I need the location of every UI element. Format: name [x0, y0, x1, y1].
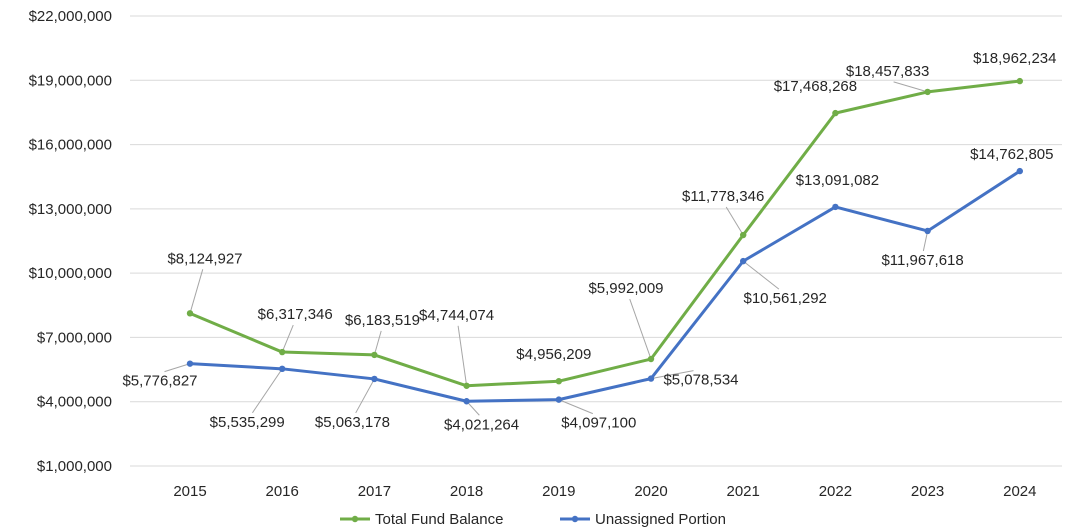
x-tick-label: 2021: [727, 483, 760, 500]
y-tick-label: $13,000,000: [29, 201, 112, 218]
data-label: $6,317,346: [258, 306, 333, 323]
x-tick-label: 2024: [1003, 483, 1036, 500]
data-point: [186, 310, 194, 317]
y-tick-label: $10,000,000: [29, 265, 112, 282]
y-axis-ticks: $1,000,000 $4,000,000 $7,000,000 $10,000,00…: [29, 8, 112, 475]
data-point: [924, 227, 931, 235]
label-leader-line: [281, 324, 294, 353]
data-label: $4,744,074: [419, 307, 494, 324]
data-point: [555, 378, 562, 385]
series-line: [189, 79, 1020, 388]
label-leader-line: [252, 368, 283, 414]
data-point: [371, 351, 378, 359]
data-label: $18,457,833: [846, 63, 929, 80]
y-tick-label: $4,000,000: [37, 394, 112, 411]
data-label: $14,762,805: [970, 146, 1053, 163]
data-point: [279, 348, 286, 356]
data-label: $5,535,299: [210, 414, 285, 431]
data-labels: $8,124,927 $6,317,346 $6,183,519 $4,744,074…: [122, 50, 1056, 433]
data-label: $4,021,264: [444, 416, 519, 433]
series-line: [189, 169, 1021, 403]
data-label: $4,097,100: [561, 415, 636, 432]
y-tick-label: $19,000,000: [29, 72, 112, 89]
x-tick-label: 2019: [542, 483, 575, 500]
y-tick-label: $7,000,000: [37, 329, 112, 346]
data-point: [371, 375, 378, 383]
legend-point-marker: [351, 515, 359, 523]
data-label: $5,078,534: [663, 372, 738, 389]
label-leader-lines: [164, 81, 929, 416]
legend-label: Total Fund Balance: [375, 511, 503, 528]
y-tick-label: $1,000,000: [37, 458, 112, 475]
y-tick-label: $22,000,000: [29, 8, 112, 25]
data-point: [463, 382, 470, 389]
x-tick-label: 2022: [819, 483, 852, 500]
label-leader-line: [457, 325, 468, 386]
data-label: $11,778,346: [682, 188, 764, 205]
data-point: [832, 109, 839, 117]
y-tick-label: $16,000,000: [29, 137, 112, 154]
data-point: [463, 398, 470, 405]
x-tick-label: 2017: [358, 483, 391, 500]
label-leader-line: [629, 298, 652, 360]
data-label: $17,468,268: [774, 78, 857, 95]
x-axis-ticks: 2015 2016 2017 2018 2019 2020 2021 2022 2023 2024: [173, 483, 1036, 500]
x-tick-label: 2023: [911, 483, 944, 500]
data-label: $5,992,009: [588, 280, 663, 297]
legend: Total Fund Balance Unassigned Portion: [340, 511, 726, 528]
data-point: [832, 203, 839, 211]
label-leader-line: [725, 206, 744, 236]
data-point: [186, 360, 194, 367]
data-label: $11,967,618: [881, 252, 963, 269]
x-tick-label: 2016: [266, 483, 299, 500]
data-label: $13,091,082: [796, 172, 879, 189]
label-leader-line: [558, 399, 593, 415]
data-point: [740, 231, 747, 239]
data-point: [924, 88, 931, 96]
data-point: [1016, 167, 1023, 175]
data-point: [555, 396, 562, 403]
data-point: [1016, 77, 1023, 85]
x-tick-label: 2018: [450, 483, 483, 500]
data-point: [647, 355, 655, 363]
legend-point-marker: [571, 515, 579, 523]
data-label: $6,183,519: [345, 312, 420, 329]
data-label: $18,962,234: [973, 50, 1056, 67]
data-label: $5,063,178: [315, 414, 390, 431]
data-point: [279, 365, 286, 373]
label-leader-line: [893, 81, 928, 93]
gridlines: [130, 15, 1062, 467]
label-leader-line: [650, 370, 694, 380]
label-leader-line: [164, 363, 191, 373]
data-label: $8,124,927: [167, 250, 242, 267]
label-leader-line: [373, 330, 382, 356]
label-leader-line: [742, 260, 780, 290]
label-leader-line: [922, 230, 929, 252]
data-label: $5,776,827: [122, 373, 197, 390]
data-point: [740, 257, 747, 265]
data-point: [647, 375, 655, 382]
label-leader-line: [189, 269, 204, 314]
x-tick-label: 2020: [634, 483, 667, 500]
legend-label: Unassigned Portion: [595, 511, 726, 528]
data-label: $10,561,292: [743, 290, 826, 307]
label-leader-line: [355, 378, 375, 414]
data-label: $4,956,209: [516, 346, 591, 363]
series-lines: [186, 77, 1023, 405]
x-tick-label: 2015: [173, 483, 206, 500]
